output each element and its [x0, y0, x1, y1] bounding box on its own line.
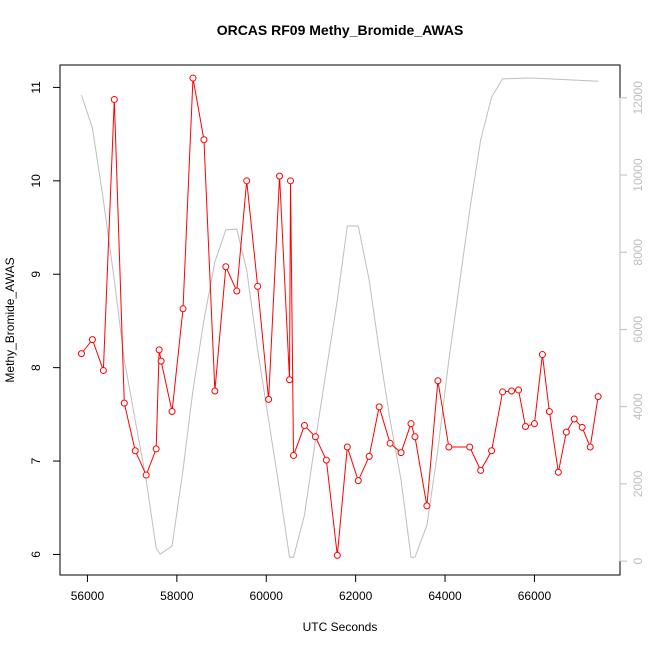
data-point [189, 74, 197, 82]
data-point [110, 96, 118, 104]
data-point [488, 447, 496, 455]
data-point [411, 433, 419, 441]
data-point [423, 502, 431, 510]
data-point [222, 263, 230, 271]
data-point [276, 172, 284, 180]
y-tick-label: 7 [29, 457, 43, 464]
data-point [300, 422, 308, 430]
y2-tick-label: 2000 [631, 470, 645, 497]
data-point [538, 351, 546, 359]
x-tick-label: 60000 [250, 589, 284, 603]
y-tick-label: 9 [29, 271, 43, 278]
data-point [311, 433, 319, 441]
y2-tick-label: 0 [631, 557, 645, 564]
data-point [120, 399, 128, 407]
x-tick-label: 58000 [160, 589, 194, 603]
data-point [343, 443, 351, 451]
data-point [499, 388, 507, 396]
data-point [131, 447, 139, 455]
data-point [594, 393, 602, 401]
data-point [233, 287, 241, 295]
data-point [77, 350, 85, 358]
chart-title: ORCAS RF09 Methy_Bromide_AWAS [217, 22, 464, 38]
data-point [179, 305, 187, 313]
plot-frame [59, 64, 621, 576]
data-point [354, 477, 362, 485]
y2-tick-label: 8000 [631, 239, 645, 266]
x-tick-label: 64000 [428, 589, 462, 603]
series-line [80, 77, 599, 558]
data-point [88, 336, 96, 344]
x-axis-label: UTC Seconds [303, 620, 378, 634]
data-point [168, 408, 176, 416]
y2-tick-label: 10000 [631, 158, 645, 192]
series-line [81, 77, 599, 556]
data-point [152, 445, 160, 453]
x-tick-label: 62000 [339, 589, 373, 603]
data-point [254, 282, 262, 290]
data-point [365, 452, 373, 460]
y-tick-label: 6 [29, 551, 43, 558]
data-point [530, 420, 538, 428]
y2-tick-label: 6000 [631, 316, 645, 343]
data-point [200, 136, 208, 144]
data-point [286, 376, 294, 384]
data-point [211, 387, 219, 395]
data-point [287, 177, 295, 185]
data-point [397, 449, 405, 457]
y2-tick-label: 4000 [631, 393, 645, 420]
data-point [322, 456, 330, 464]
data-point [155, 346, 163, 354]
data-point [515, 386, 523, 394]
y-tick-label: 8 [29, 364, 43, 371]
data-point [142, 471, 150, 479]
data-point [522, 422, 530, 430]
data-point [375, 403, 383, 411]
y-tick-label: 11 [29, 81, 43, 94]
data-point [545, 408, 553, 416]
data-point [477, 466, 485, 474]
data-point [157, 357, 165, 365]
data-point [466, 443, 474, 451]
y-axis-label: Methy_Bromide_AWAS [3, 257, 17, 382]
data-point [508, 387, 516, 395]
data-point [445, 443, 453, 451]
data-point [333, 551, 341, 559]
data-point [578, 423, 586, 431]
data-point [386, 439, 394, 447]
data-point [570, 415, 578, 423]
data-point [265, 395, 273, 403]
data-point [243, 177, 251, 185]
y-tick-label: 10 [29, 174, 43, 188]
data-point [407, 420, 415, 428]
y2-tick-label: 12000 [631, 81, 645, 115]
data-point [586, 443, 594, 451]
x-tick-label: 66000 [518, 589, 552, 603]
data-point [434, 377, 442, 385]
data-point [290, 451, 298, 459]
data-point [562, 428, 570, 436]
data-point [99, 366, 107, 374]
x-tick-label: 56000 [71, 589, 105, 603]
data-point [554, 468, 562, 476]
